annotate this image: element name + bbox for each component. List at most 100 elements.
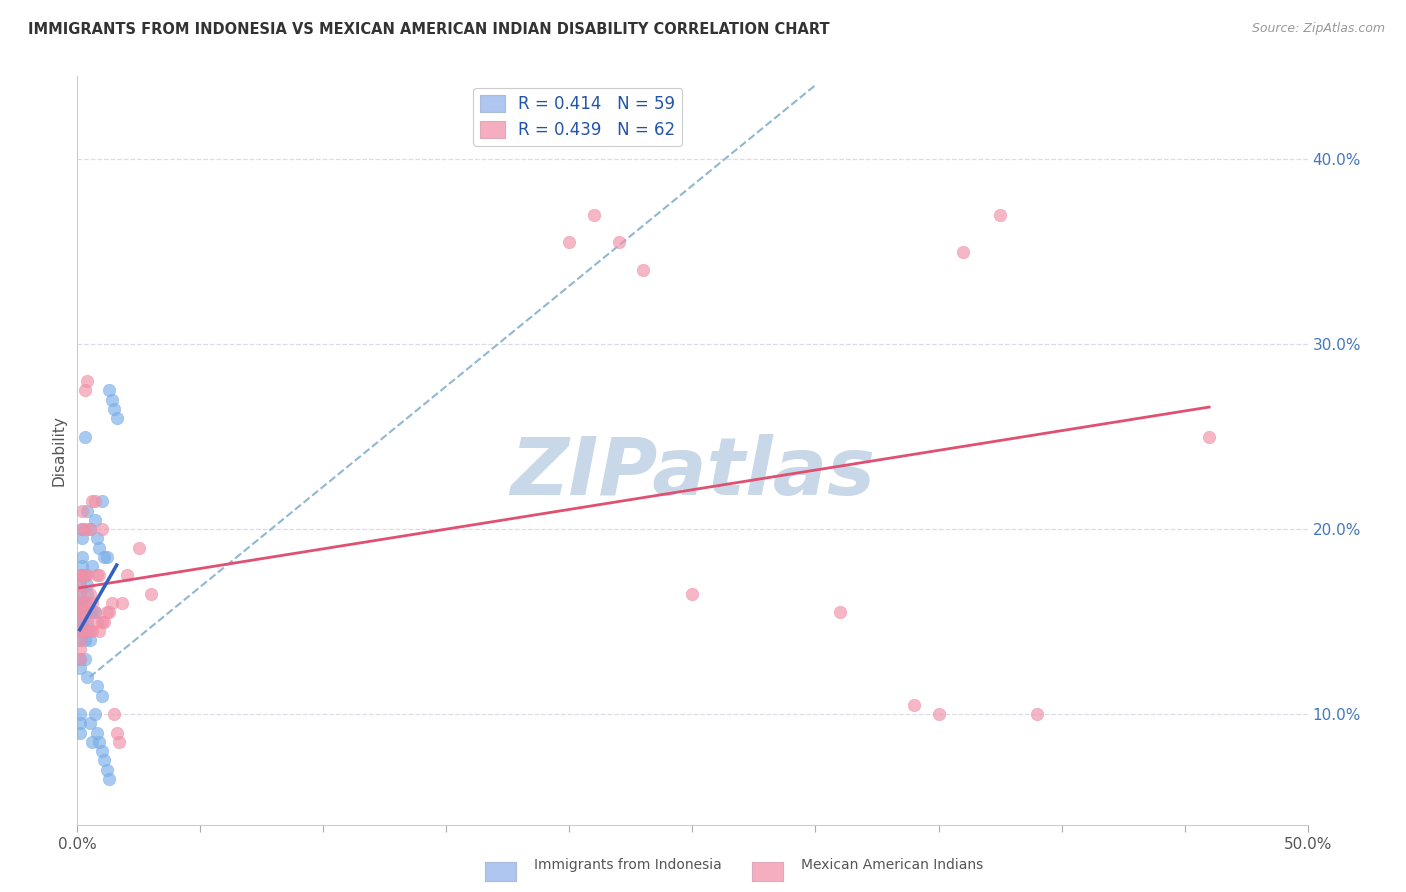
Text: Source: ZipAtlas.com: Source: ZipAtlas.com	[1251, 22, 1385, 36]
Point	[90, 494, 114, 508]
Point	[83, 494, 105, 508]
Point	[69, 633, 91, 648]
Text: IMMIGRANTS FROM INDONESIA VS MEXICAN AMERICAN INDIAN DISABILITY CORRELATION CHAR: IMMIGRANTS FROM INDONESIA VS MEXICAN AME…	[28, 22, 830, 37]
Point	[86, 679, 108, 693]
Point	[101, 596, 124, 610]
Point	[988, 208, 1011, 222]
Point	[76, 503, 98, 517]
Point	[96, 763, 118, 777]
Point	[73, 624, 96, 638]
Point	[76, 624, 98, 638]
Point	[70, 522, 93, 536]
Point	[83, 707, 105, 722]
Point	[70, 559, 93, 574]
Point	[607, 235, 630, 250]
Point	[1198, 429, 1220, 443]
Point	[86, 532, 108, 546]
Point	[69, 651, 91, 665]
Point	[96, 605, 118, 619]
Point	[93, 753, 115, 767]
Point	[76, 577, 98, 591]
Point	[89, 624, 111, 638]
Point	[79, 633, 101, 648]
Point	[90, 689, 114, 703]
Point	[128, 541, 150, 555]
Point	[86, 568, 108, 582]
Point	[69, 633, 91, 648]
Point	[76, 615, 98, 629]
Point	[105, 411, 128, 425]
Point	[79, 522, 101, 536]
Point	[70, 624, 93, 638]
Point	[89, 735, 111, 749]
Point	[633, 263, 655, 277]
Point	[90, 615, 114, 629]
Point	[69, 577, 91, 591]
Point	[69, 596, 91, 610]
Point	[82, 494, 104, 508]
Point	[103, 707, 125, 722]
Point	[76, 587, 98, 601]
Point	[86, 725, 108, 739]
Point	[73, 651, 96, 665]
Point	[583, 208, 606, 222]
Point	[82, 735, 104, 749]
Point	[86, 615, 108, 629]
Point	[70, 549, 93, 564]
Point	[76, 596, 98, 610]
Point	[82, 559, 104, 574]
Point	[103, 401, 125, 416]
Point	[73, 568, 96, 582]
Point	[558, 235, 581, 250]
Point	[141, 587, 163, 601]
Point	[73, 429, 96, 443]
Point	[1026, 707, 1049, 722]
Point	[79, 624, 101, 638]
Point	[73, 633, 96, 648]
Point	[70, 605, 93, 619]
Point	[70, 624, 93, 638]
Point	[73, 384, 96, 398]
Point	[69, 725, 91, 739]
Point	[69, 661, 91, 675]
Text: ZIPatlas: ZIPatlas	[510, 434, 875, 512]
Point	[73, 605, 96, 619]
Point	[108, 735, 131, 749]
Point	[73, 605, 96, 619]
Text: Immigrants from Indonesia: Immigrants from Indonesia	[534, 858, 723, 872]
Point	[98, 605, 121, 619]
Point	[69, 605, 91, 619]
Point	[96, 549, 118, 564]
Point	[90, 522, 114, 536]
Point	[76, 670, 98, 684]
Point	[82, 596, 104, 610]
Point	[70, 568, 93, 582]
Point	[69, 577, 91, 591]
Point	[111, 596, 132, 610]
Y-axis label: Disability: Disability	[51, 415, 66, 486]
Point	[70, 522, 93, 536]
Point	[73, 596, 96, 610]
Point	[83, 513, 105, 527]
Point	[73, 615, 96, 629]
Point	[82, 624, 104, 638]
Point	[70, 596, 93, 610]
Point	[101, 392, 124, 407]
Point	[69, 596, 91, 610]
Point	[69, 568, 91, 582]
Point	[952, 244, 974, 259]
Point	[105, 725, 128, 739]
Point	[98, 772, 121, 786]
Point	[69, 587, 91, 601]
Point	[903, 698, 925, 712]
Point	[69, 642, 91, 657]
Point	[89, 568, 111, 582]
Point	[69, 615, 91, 629]
Point	[69, 651, 91, 665]
Point	[83, 605, 105, 619]
Point	[830, 605, 852, 619]
Point	[76, 374, 98, 388]
Text: Mexican American Indians: Mexican American Indians	[801, 858, 984, 872]
Point	[115, 568, 138, 582]
Point	[69, 707, 91, 722]
